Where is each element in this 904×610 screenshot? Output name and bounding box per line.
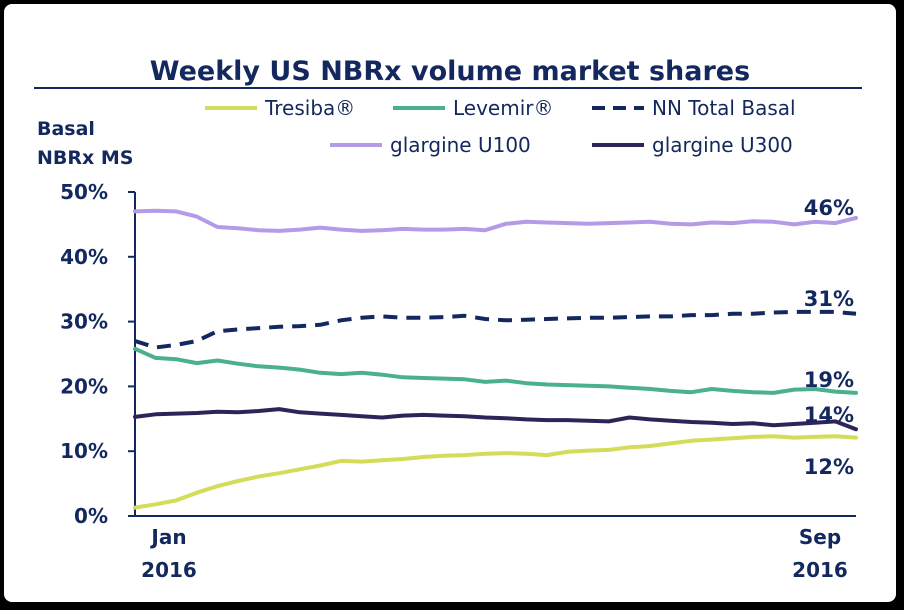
y-tick-label: 30% [60, 310, 108, 334]
series-line-glargine-u300 [133, 407, 858, 432]
x-tick-label-end: 2016 [792, 558, 848, 582]
y-tick-label: 40% [60, 245, 108, 269]
chart-svg: Weekly US NBRx volume market shares Tres… [34, 56, 862, 582]
y-axis-title-line1: Basal [37, 118, 95, 140]
legend-label-levemir: Levemir® [453, 96, 554, 120]
series-layer [133, 208, 858, 510]
chart-frame: Weekly US NBRx volume market shares Tres… [4, 4, 896, 602]
legend-label-glargine-u100: glargine U100 [390, 133, 531, 157]
y-tick-label: 0% [74, 504, 108, 528]
end-label-levemir: 19% [804, 368, 854, 392]
x-tick-label-end: Sep [799, 525, 841, 549]
y-tick-label: 50% [60, 180, 108, 204]
y-tick-label: 10% [60, 439, 108, 463]
series-line-levemir [133, 346, 858, 395]
chart-title: Weekly US NBRx volume market shares [150, 56, 750, 87]
legend-label-tresiba: Tresiba® [264, 96, 355, 120]
y-axis: 0% 10% 20% 30% 40% 50% [60, 180, 136, 528]
series-line-glargine-u100 [133, 208, 858, 233]
end-label-glargine-u300: 14% [804, 403, 854, 427]
legend-label-nn-total-basal: NN Total Basal [652, 96, 796, 120]
x-tick-label-start: 2016 [141, 558, 197, 582]
x-axis: Jan 2016 Sep 2016 [135, 515, 856, 582]
end-label-glargine-u100: 46% [804, 196, 854, 220]
y-axis-title-line2: NBRx MS [37, 147, 133, 169]
end-labels: 12% 19% 31% 46% 14% [804, 196, 854, 479]
legend-label-glargine-u300: glargine U300 [652, 133, 793, 157]
end-label-tresiba: 12% [804, 455, 854, 479]
series-line-nn-total-basal [134, 309, 857, 350]
end-label-nn-total-basal: 31% [804, 287, 854, 311]
y-tick-label: 20% [60, 374, 108, 398]
x-tick-label-start: Jan [149, 525, 186, 549]
legend: Tresiba® Levemir® NN Total Basal glargine U… [205, 96, 796, 157]
series-line-tresiba [133, 434, 858, 510]
